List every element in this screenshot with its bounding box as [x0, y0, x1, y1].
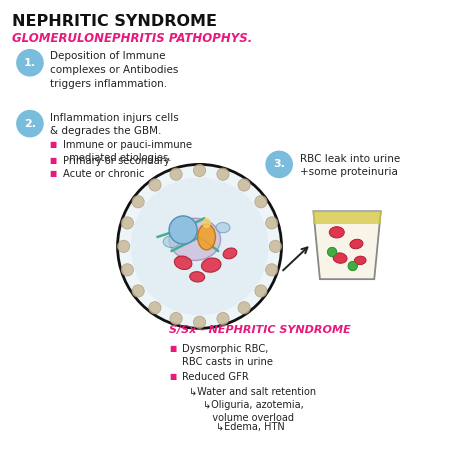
Circle shape — [17, 110, 43, 137]
Ellipse shape — [198, 224, 216, 250]
Circle shape — [265, 217, 278, 229]
Text: 1.: 1. — [24, 58, 36, 68]
Circle shape — [121, 217, 134, 229]
Text: Deposition of Immune
complexes or Antibodies
triggers inflammation.: Deposition of Immune complexes or Antibo… — [50, 51, 178, 89]
Text: Immune or pauci-immune
  mediated etiologies.: Immune or pauci-immune mediated etiologi… — [63, 139, 192, 163]
Ellipse shape — [355, 256, 366, 264]
Circle shape — [17, 50, 43, 76]
Ellipse shape — [202, 218, 211, 228]
Circle shape — [238, 301, 250, 314]
Circle shape — [118, 240, 130, 253]
Ellipse shape — [163, 236, 180, 247]
Circle shape — [149, 179, 161, 191]
Ellipse shape — [350, 239, 363, 249]
Text: GLOMERULONEPHRITIS PATHOPHYS.: GLOMERULONEPHRITIS PATHOPHYS. — [12, 32, 252, 45]
Text: ↳Water and salt retention: ↳Water and salt retention — [189, 386, 316, 396]
Ellipse shape — [329, 227, 344, 238]
Circle shape — [170, 312, 182, 325]
Circle shape — [118, 164, 282, 328]
Circle shape — [170, 168, 182, 180]
Circle shape — [149, 301, 161, 314]
Ellipse shape — [201, 258, 221, 272]
Text: Acute or chronic: Acute or chronic — [63, 169, 144, 179]
Text: RBC leak into urine
+some proteinuria: RBC leak into urine +some proteinuria — [300, 154, 401, 177]
Polygon shape — [313, 211, 381, 279]
Circle shape — [269, 240, 282, 253]
Text: ■: ■ — [50, 156, 57, 165]
Circle shape — [217, 168, 229, 180]
Text: ■: ■ — [50, 139, 57, 148]
Circle shape — [132, 196, 144, 208]
Circle shape — [266, 151, 292, 177]
Circle shape — [132, 285, 144, 297]
Ellipse shape — [223, 248, 237, 259]
Circle shape — [193, 164, 206, 177]
Text: ↳Edema, HTN: ↳Edema, HTN — [216, 422, 285, 432]
Circle shape — [328, 247, 337, 257]
Text: S/Sx - NEPHRITIC SYNDROME: S/Sx - NEPHRITIC SYNDROME — [169, 325, 351, 335]
Circle shape — [217, 312, 229, 325]
Ellipse shape — [333, 253, 347, 263]
Circle shape — [265, 264, 278, 276]
Text: Primary or secondary: Primary or secondary — [63, 156, 170, 166]
Circle shape — [169, 216, 197, 244]
Circle shape — [255, 285, 267, 297]
Text: ■: ■ — [169, 344, 176, 353]
Text: ↳Oliguria, azotemia,
   volume overload: ↳Oliguria, azotemia, volume overload — [203, 400, 303, 423]
Circle shape — [131, 177, 268, 315]
Ellipse shape — [216, 222, 230, 233]
Text: ■: ■ — [169, 372, 176, 381]
Ellipse shape — [174, 256, 192, 270]
Ellipse shape — [169, 218, 220, 260]
Text: 2.: 2. — [24, 118, 36, 128]
Text: Reduced GFR: Reduced GFR — [182, 372, 249, 382]
Ellipse shape — [190, 272, 205, 282]
Circle shape — [348, 261, 357, 271]
Circle shape — [255, 196, 267, 208]
Circle shape — [193, 316, 206, 328]
Text: ■: ■ — [50, 169, 57, 178]
Text: NEPHRITIC SYNDROME: NEPHRITIC SYNDROME — [12, 15, 217, 29]
Text: 3.: 3. — [273, 159, 285, 169]
Text: Inflammation injurs cells
& degrades the GBM.: Inflammation injurs cells & degrades the… — [50, 113, 178, 137]
Circle shape — [238, 179, 250, 191]
Circle shape — [121, 264, 134, 276]
Text: Dysmorphic RBC,
RBC casts in urine: Dysmorphic RBC, RBC casts in urine — [182, 344, 273, 367]
Polygon shape — [313, 211, 381, 224]
